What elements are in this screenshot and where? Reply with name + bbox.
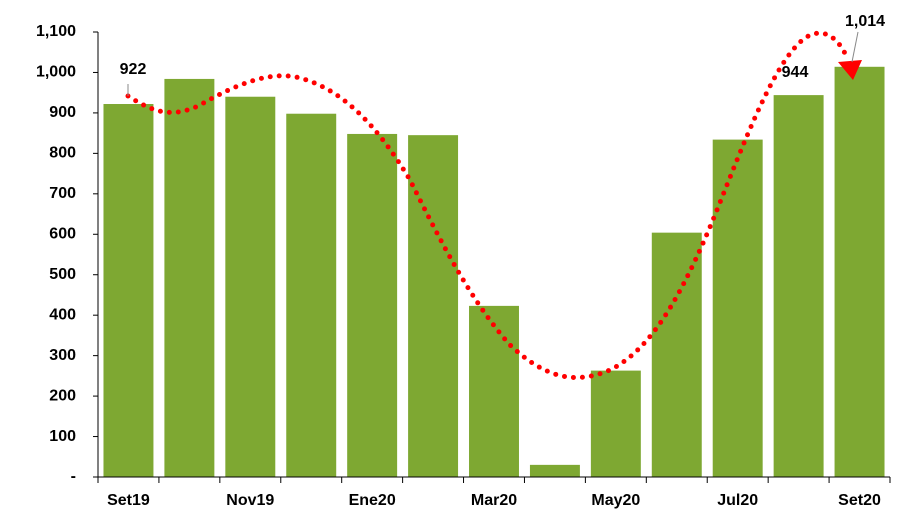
trend-arrow — [838, 60, 862, 80]
leader-line — [851, 31, 859, 63]
bar — [651, 232, 702, 477]
x-tick-label: Mar20 — [471, 492, 517, 509]
y-tick-label: 900 — [49, 104, 76, 121]
x-tick-label: Nov19 — [226, 492, 274, 509]
data-label: 944 — [782, 64, 809, 81]
y-tick-label: 600 — [49, 225, 76, 242]
bar — [469, 305, 519, 477]
bar — [834, 66, 885, 478]
bar — [773, 95, 824, 477]
bar — [529, 464, 580, 477]
y-tick-label: 200 — [49, 387, 76, 404]
y-tick-label: 800 — [49, 145, 76, 162]
x-tick-label: Set20 — [838, 492, 881, 509]
bar — [712, 139, 763, 478]
y-tick-label: - — [71, 468, 76, 485]
bar — [164, 78, 215, 477]
y-tick-label: 1,000 — [36, 64, 76, 81]
trend-line — [125, 30, 862, 380]
y-tick-label: 1,100 — [36, 23, 76, 40]
y-tick-label: 700 — [49, 185, 76, 202]
x-tick-label: Ene20 — [349, 492, 396, 509]
y-tick-label: 400 — [49, 306, 76, 323]
y-tick-label: 100 — [49, 428, 76, 445]
data-label: 922 — [120, 61, 147, 78]
data-label: 1,014 — [845, 13, 885, 30]
x-tick-label: May20 — [591, 492, 640, 509]
x-tick-label: Set19 — [107, 492, 150, 509]
bar — [225, 96, 276, 478]
bar — [590, 370, 641, 477]
bar — [408, 135, 459, 477]
bar — [103, 104, 154, 477]
x-tick-label: Jul20 — [717, 492, 758, 509]
bar — [286, 113, 337, 477]
bar — [347, 133, 398, 478]
y-tick-label: 500 — [49, 266, 76, 283]
y-tick-label: 300 — [49, 347, 76, 364]
trend-path — [125, 30, 851, 380]
